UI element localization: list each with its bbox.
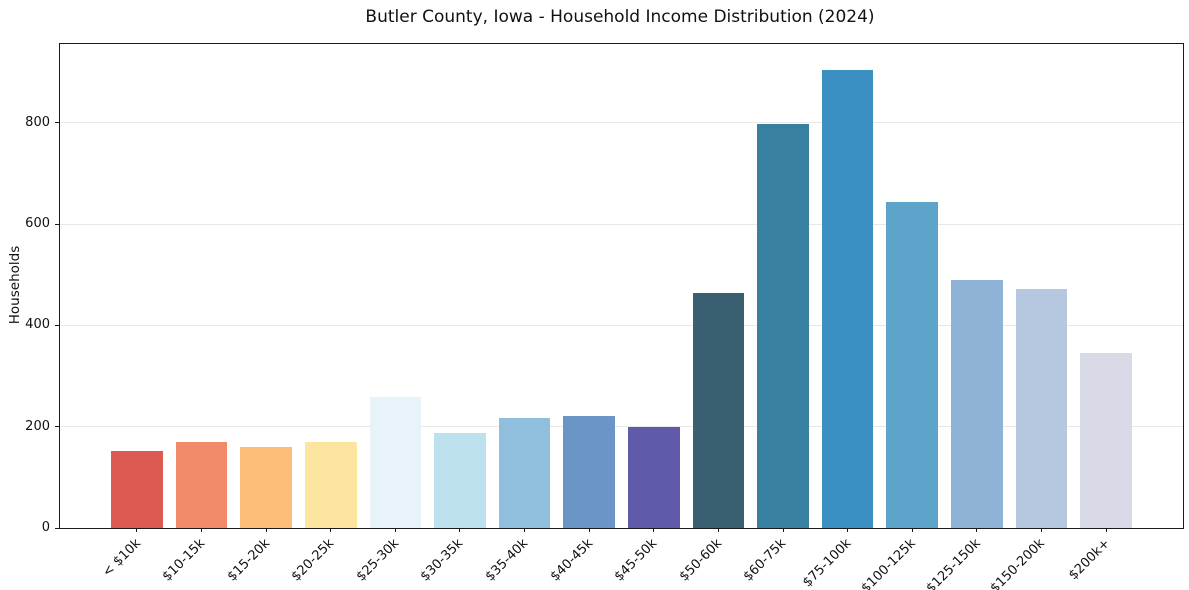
y-axis-label: Households [7,245,23,325]
bar-30-35k [434,433,486,528]
y-tick-label: 800 [25,114,50,130]
x-axis-tick [588,528,590,532]
bar-25-30k [369,397,422,528]
bar-100-125k [886,201,939,528]
bar-60-75k [757,124,809,528]
bar-40-45k [563,415,616,528]
x-tick-label: $15-20k [224,536,273,585]
x-tick-label: $150-200k [987,536,1049,590]
y-tick-label: 400 [25,317,50,333]
y-axis-tick [55,527,59,529]
x-axis-tick [782,528,784,532]
x-axis-tick [330,528,332,532]
bar-125-150k [951,279,1003,528]
x-axis-tick [265,528,267,532]
x-tick-label: $20-25k [288,536,338,585]
x-tick-label: $45-50k [611,536,661,585]
bar-150-200k [1015,288,1068,528]
x-tick-label: $75-100k [799,536,855,590]
x-axis-tick [1040,528,1042,532]
x-axis-tick [201,528,202,532]
x-axis-tick [136,528,138,532]
y-axis-tick [55,426,59,428]
chart-title: Butler County, Iowa - Household Income D… [365,7,875,27]
x-axis-tick [717,528,719,532]
x-tick-label: $10-15k [159,536,209,585]
x-axis-tick [976,528,978,532]
x-tick-label: $100-125k [858,536,919,590]
bar-15-20k [240,447,292,528]
y-gridline [60,122,1183,124]
y-axis-tick [55,223,59,225]
x-axis-tick [524,528,526,532]
x-tick-label: $25-30k [353,536,402,585]
bar-50-60k [692,292,745,528]
y-tick-label: 600 [25,216,50,232]
x-tick-label: $60-75k [741,536,790,585]
x-tick-label: $125-150k [923,536,984,590]
x-axis-tick [653,528,655,532]
bar-45-50k [627,427,680,528]
bar-20-25k [304,441,357,528]
x-axis-tick [847,528,849,532]
x-tick-label: $200k+ [1065,536,1113,584]
x-tick-label: $30-35k [418,536,467,585]
x-tick-label: $40-45k [547,536,596,585]
x-axis-tick [1105,528,1107,532]
bar-200k [1080,352,1132,528]
y-gridline [60,223,1183,225]
bar-10k [111,451,163,528]
y-tick-label: 0 [41,520,50,535]
bar-10-15k [175,441,228,528]
y-gridline [60,426,1183,428]
y-tick-label: 200 [25,418,50,434]
x-axis-tick [911,528,913,532]
x-axis-tick [394,528,396,532]
x-tick-label: $35-40k [482,536,532,585]
x-tick-label: $50-60k [676,536,726,585]
bar-35-40k [498,417,551,528]
x-axis-tick [459,528,461,532]
plot-area: 0 200 400 600 800 < $10k $10-15k $15-20k $20-25k… [25,43,1184,590]
bar-75-100k [821,69,874,528]
x-tick-label: < $10k [99,536,144,581]
y-axis-tick [55,122,59,124]
y-axis-tick [55,324,59,326]
y-gridline [60,324,1183,326]
